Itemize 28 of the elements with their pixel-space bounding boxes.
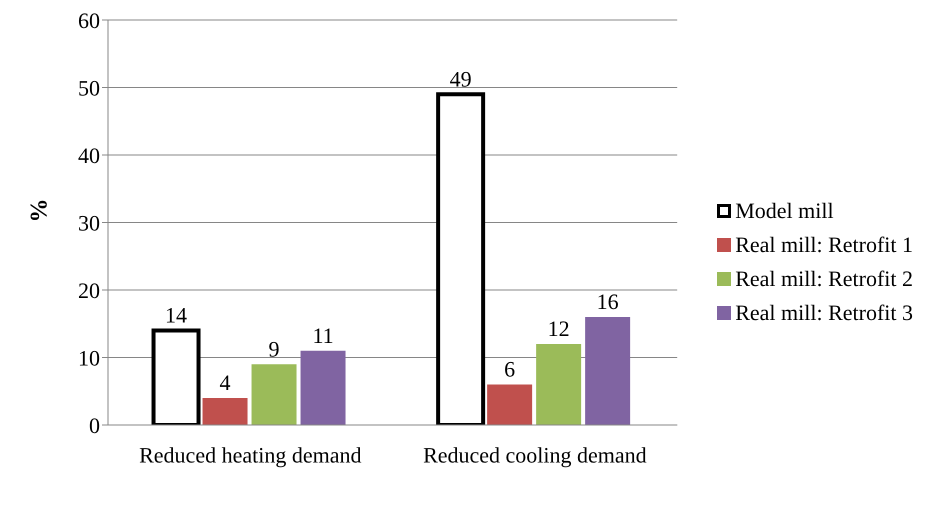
y-tick-label: 60 (78, 8, 100, 33)
data-label: 12 (548, 316, 570, 341)
legend-label: Real mill: Retrofit 2 (735, 266, 913, 292)
x-tick-label: Reduced heating demand (139, 442, 362, 468)
data-label: 49 (450, 66, 472, 92)
bar (202, 398, 248, 425)
bar (585, 317, 630, 425)
x-tick-label: Reduced cooling demand (423, 442, 647, 468)
y-tick-label: 40 (78, 142, 100, 168)
legend-label: Model mill (735, 198, 834, 224)
bar (536, 344, 582, 425)
y-tick-label: 20 (78, 278, 100, 303)
bar (487, 384, 532, 425)
legend-label: Real mill: Retrofit 1 (735, 232, 913, 258)
y-tick-label: 50 (78, 75, 100, 100)
bar (300, 350, 346, 425)
legend-label: Real mill: Retrofit 3 (735, 300, 913, 326)
y-tick-label: 10 (78, 345, 100, 370)
y-axis-title: % (26, 198, 53, 222)
bar (252, 364, 297, 425)
data-label: 9 (268, 336, 280, 362)
y-tick-label: 30 (78, 210, 100, 236)
data-label: 11 (312, 322, 334, 348)
y-tick-label: 0 (89, 412, 100, 438)
data-label: 4 (220, 370, 231, 395)
data-label: 16 (596, 289, 619, 314)
data-label: 14 (165, 302, 188, 328)
data-label: 6 (504, 356, 516, 382)
